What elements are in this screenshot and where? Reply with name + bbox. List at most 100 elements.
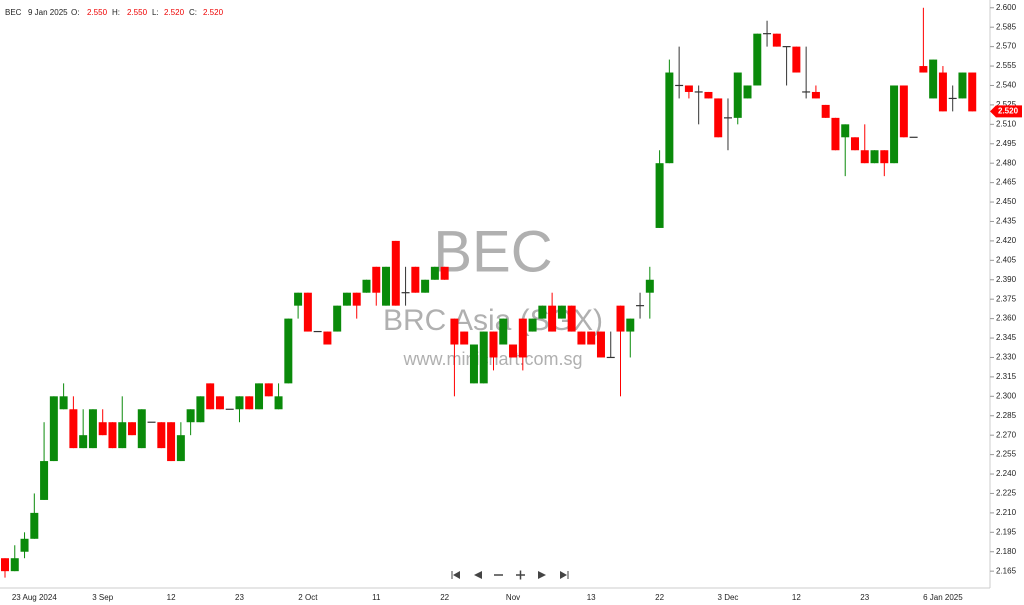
- candle-body: [831, 117, 840, 151]
- nav-controls[interactable]: [451, 570, 569, 580]
- candle-body: [157, 422, 166, 449]
- candle-body: [645, 279, 654, 293]
- candle-body: [714, 98, 723, 138]
- y-tick-label: 2.285: [996, 411, 1017, 420]
- watermark: BEC BRC Asia (SGX) www.minichart.com.sg: [383, 219, 603, 368]
- candle-body: [186, 409, 195, 423]
- candle-body: [245, 396, 254, 410]
- candle-body: [264, 383, 273, 397]
- candle-body: [616, 305, 625, 332]
- candle-body: [538, 305, 547, 319]
- x-tick-label: 23: [860, 593, 869, 602]
- y-tick-label: 2.510: [996, 119, 1017, 128]
- candle-body: [596, 331, 605, 358]
- candle-body: [870, 150, 879, 164]
- date: 9 Jan 2025: [28, 8, 68, 17]
- candle-body: [450, 318, 459, 345]
- candle-body: [733, 72, 742, 118]
- candle-body: [235, 396, 244, 410]
- close-value: 2.520: [203, 8, 224, 17]
- candle-body: [518, 318, 527, 358]
- x-tick-label: 13: [587, 593, 596, 602]
- nav-last[interactable]: [560, 571, 569, 579]
- y-tick-label: 2.390: [996, 275, 1017, 284]
- candle-body: [88, 409, 97, 449]
- candle-body: [567, 305, 576, 332]
- y-tick-label: 2.555: [996, 61, 1017, 70]
- candle-body: [528, 318, 537, 332]
- candle-body: [655, 163, 664, 228]
- candle-body: [118, 422, 127, 449]
- candle-body: [440, 266, 449, 280]
- candle-body: [20, 538, 29, 552]
- last-price-tag: [990, 105, 1022, 118]
- x-tick-label: 11: [372, 593, 381, 602]
- open-label: O:: [71, 8, 79, 17]
- y-tick-label: 2.240: [996, 469, 1017, 478]
- y-tick-label: 2.255: [996, 450, 1017, 459]
- y-tick-label: 2.180: [996, 547, 1017, 556]
- candle-body: [958, 72, 967, 99]
- nav-prev[interactable]: [474, 571, 482, 579]
- x-tick-label: 6 Jan 2025: [923, 593, 963, 602]
- candle-body: [176, 435, 185, 462]
- x-tick-label: 12: [792, 593, 801, 602]
- x-tick-label: 22: [655, 593, 664, 602]
- plot: [1, 7, 977, 578]
- y-tick-label: 2.330: [996, 353, 1017, 362]
- candle-body: [587, 331, 596, 345]
- candle-body: [665, 72, 674, 164]
- candle-body: [49, 396, 58, 462]
- y-tick-label: 2.435: [996, 217, 1017, 226]
- candle-body: [167, 422, 176, 462]
- x-tick-label: 3 Dec: [718, 593, 739, 602]
- candle-body: [479, 331, 488, 384]
- low-label: L:: [152, 8, 159, 17]
- candle-body: [792, 46, 801, 73]
- x-tick-label: 2 Oct: [298, 593, 318, 602]
- open-value: 2.550: [87, 8, 108, 17]
- candle-body: [352, 292, 361, 306]
- candle-body: [294, 292, 303, 306]
- candle-body: [215, 396, 224, 410]
- x-tick-label: Nov: [506, 593, 520, 602]
- y-tick-label: 2.300: [996, 391, 1017, 400]
- candle-body: [196, 396, 205, 423]
- candle-body: [79, 435, 88, 449]
- nav-first[interactable]: [451, 571, 460, 579]
- candle-body: [899, 85, 908, 138]
- candle-body: [919, 66, 928, 73]
- candle-body: [841, 124, 850, 138]
- candle-body: [684, 85, 693, 92]
- y-tick-label: 2.375: [996, 294, 1017, 303]
- candle-body: [255, 383, 264, 410]
- candle-body: [860, 150, 869, 164]
- x-tick-label: 12: [167, 593, 176, 602]
- y-tick-label: 2.405: [996, 255, 1017, 264]
- candle-body: [59, 396, 68, 410]
- candle-body: [811, 91, 820, 99]
- y-tick-label: 2.210: [996, 508, 1017, 517]
- y-tick-label: 2.495: [996, 139, 1017, 148]
- candle-body: [323, 331, 332, 345]
- y-tick-label: 2.540: [996, 81, 1017, 90]
- candle-body: [489, 331, 498, 358]
- nav-zoom-in[interactable]: [516, 570, 525, 580]
- candle-body: [430, 266, 439, 280]
- candle-body: [626, 318, 635, 332]
- y-tick-label: 2.480: [996, 158, 1017, 167]
- candle-body: [499, 318, 508, 345]
- candle-body: [772, 33, 781, 47]
- candle-body: [391, 240, 400, 306]
- nav-next[interactable]: [538, 571, 546, 579]
- candle-body: [108, 422, 117, 449]
- y-tick-label: 2.420: [996, 236, 1017, 245]
- candle-body: [69, 409, 78, 449]
- candle-body: [704, 91, 713, 99]
- candle-body: [303, 292, 312, 332]
- y-tick-label: 2.195: [996, 527, 1017, 536]
- y-tick-label: 2.585: [996, 22, 1017, 31]
- watermark-code: BEC: [433, 219, 552, 284]
